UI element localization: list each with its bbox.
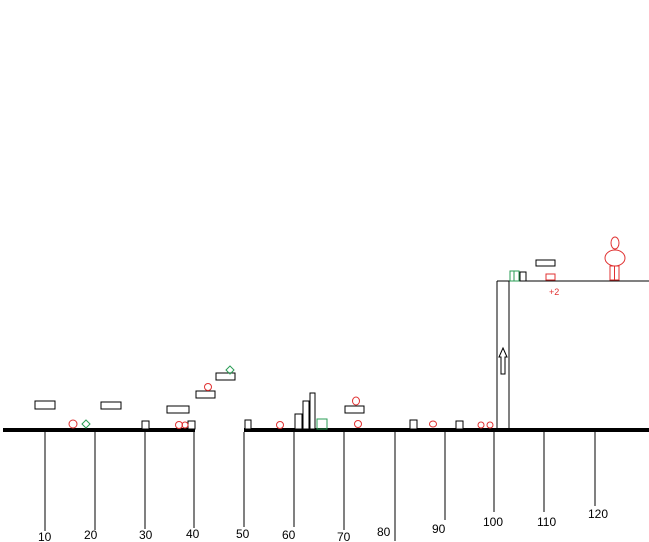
enemy-circle-icon bbox=[276, 421, 284, 429]
boss-figure-icon bbox=[604, 236, 626, 281]
platform bbox=[195, 390, 216, 399]
block bbox=[187, 420, 196, 430]
ruler-label: 70 bbox=[337, 530, 351, 542]
enemy-circle-icon bbox=[352, 396, 360, 406]
ruler-label: 100 bbox=[483, 515, 503, 529]
enemy-circle-icon bbox=[204, 383, 212, 391]
platform bbox=[344, 405, 365, 414]
enemy-circle-icon bbox=[181, 421, 189, 429]
pillar bbox=[294, 413, 303, 430]
platform bbox=[166, 405, 190, 414]
enemy-circle-icon bbox=[68, 419, 78, 429]
platform bbox=[215, 372, 236, 381]
ruler-label: 120 bbox=[588, 507, 608, 521]
ruler-label: 30 bbox=[139, 528, 153, 542]
platform bbox=[100, 401, 122, 410]
enemy-circle-icon bbox=[354, 420, 362, 428]
ruler-label: 110 bbox=[537, 515, 556, 529]
ruler-label: 80 bbox=[377, 525, 391, 539]
gem-block-icon bbox=[316, 418, 328, 430]
ruler-label: 90 bbox=[432, 522, 446, 536]
enemy-circle-icon bbox=[429, 420, 437, 428]
ruler-label: 40 bbox=[186, 527, 200, 541]
bonus-label: +2 bbox=[549, 287, 559, 297]
platform bbox=[535, 259, 556, 267]
enemy-circle-icon bbox=[477, 421, 485, 429]
block bbox=[409, 419, 418, 430]
block bbox=[455, 420, 464, 430]
up-arrow-icon bbox=[498, 346, 508, 375]
gem-diamond-icon bbox=[225, 365, 235, 375]
block bbox=[141, 420, 150, 430]
gems bbox=[81, 270, 520, 430]
pillar bbox=[302, 400, 310, 430]
platforms bbox=[34, 259, 556, 414]
bonus-box-icon bbox=[545, 273, 556, 281]
ruler-labels: 10 20 30 40 50 60 70 80 90 100 110 120 bbox=[38, 507, 608, 542]
ruler-label: 50 bbox=[236, 527, 250, 541]
raised-ledge bbox=[496, 280, 649, 428]
ruler-label: 20 bbox=[84, 528, 98, 542]
ruler-label: 60 bbox=[282, 528, 296, 542]
gem-diamond-icon bbox=[81, 419, 91, 429]
enemies bbox=[68, 273, 556, 429]
enemy-circle-icon bbox=[175, 421, 183, 429]
pillar bbox=[309, 392, 316, 430]
block bbox=[519, 271, 527, 282]
boss-head bbox=[610, 236, 620, 250]
ruler-label: 10 bbox=[38, 530, 52, 542]
ruler-ticks bbox=[44, 432, 596, 541]
block bbox=[244, 419, 252, 430]
enemy-circle-icon bbox=[486, 421, 494, 429]
platform bbox=[34, 400, 56, 410]
obstacles bbox=[141, 271, 527, 430]
boss-body bbox=[604, 249, 626, 267]
